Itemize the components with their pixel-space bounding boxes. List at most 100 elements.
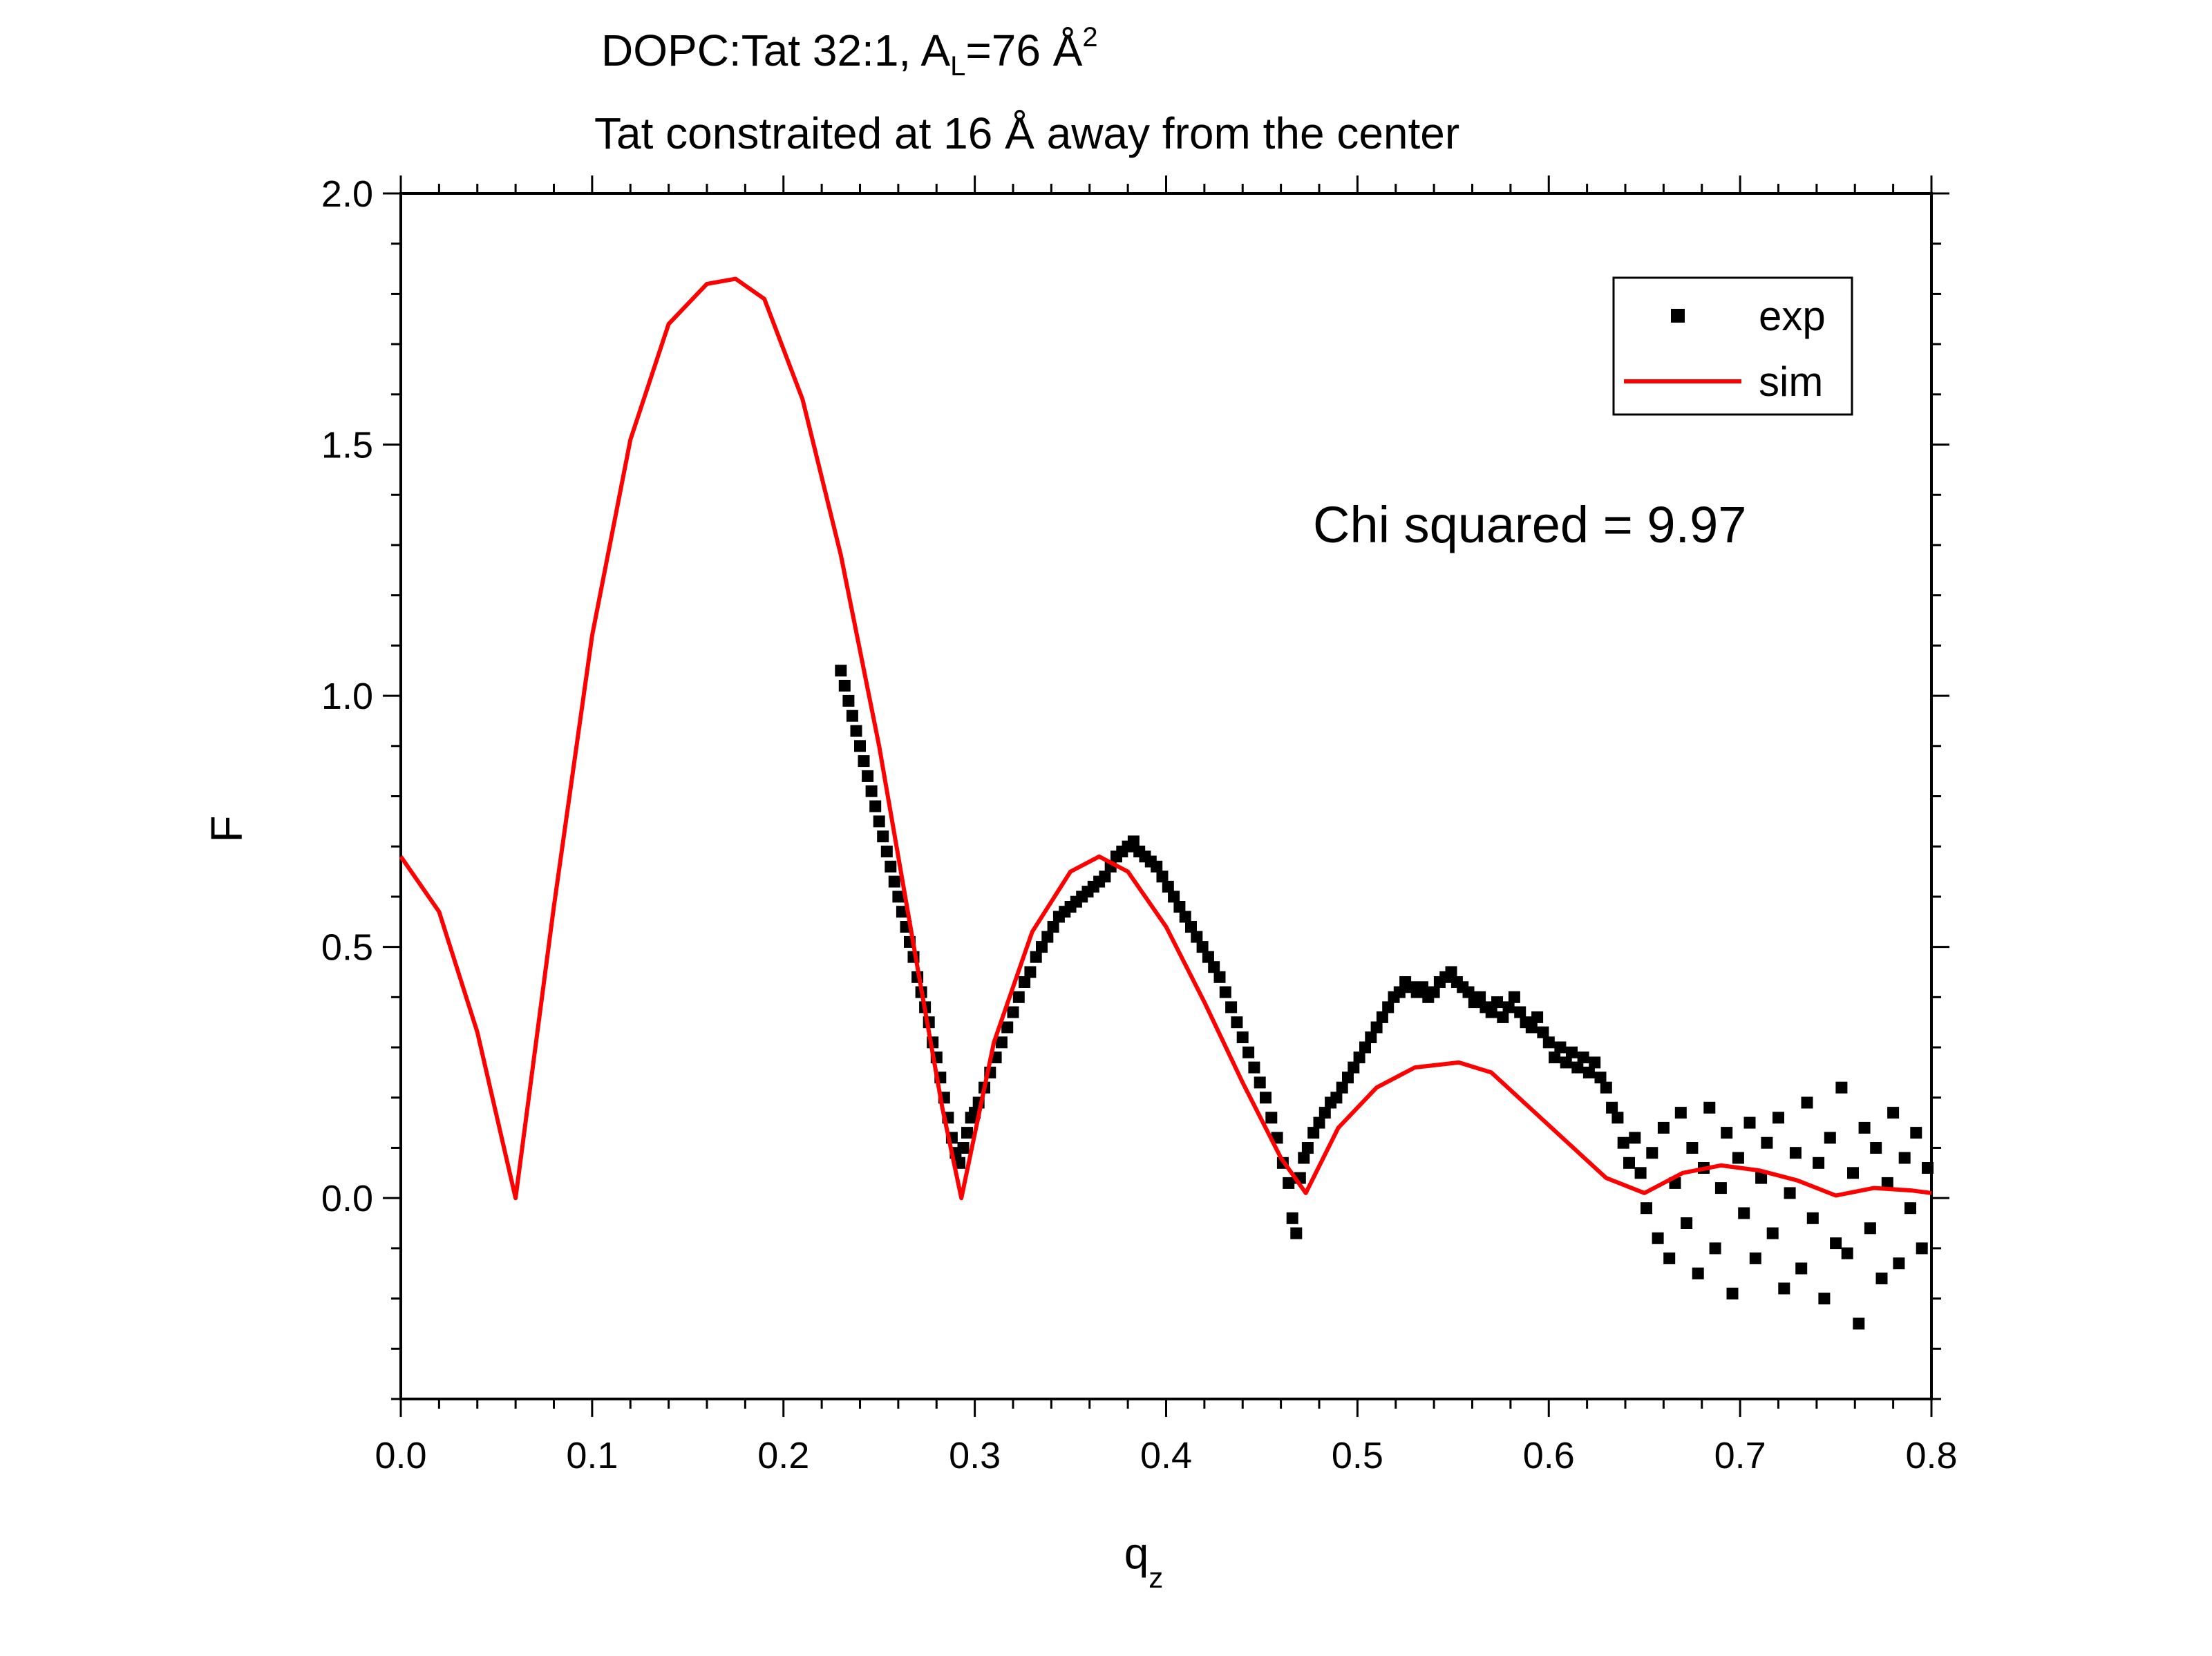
sim-series-line (399, 276, 1932, 1201)
exp-data-point (1531, 1011, 1544, 1023)
chi-squared-annotation: Chi squared = 9.97 (1313, 496, 1746, 553)
exp-data-point (1732, 1152, 1744, 1164)
x-tick-label: 0.4 (1140, 1435, 1192, 1476)
exp-data-point (1910, 1127, 1922, 1139)
x-tick-labels: 0.0 0.1 0.2 0.3 0.4 0.5 0.6 0.7 0.8 (375, 1435, 1957, 1476)
y-tick-label: 0.5 (321, 927, 373, 969)
exp-data-point (1417, 981, 1428, 993)
exp-data-point (1813, 1157, 1825, 1169)
exp-data-point (1047, 921, 1059, 933)
exp-data-point (1875, 1273, 1888, 1284)
exp-data-point (1393, 986, 1406, 998)
exp-data-point (1898, 1152, 1911, 1164)
exp-data-point (1502, 1001, 1515, 1013)
exp-data-point (1307, 1127, 1320, 1139)
exp-data-point (1743, 1116, 1756, 1129)
exp-data-point (1290, 1227, 1303, 1239)
exp-data-point (865, 785, 878, 797)
exp-data-point (995, 1036, 1008, 1049)
exp-data-point (885, 860, 897, 873)
y-tick-label: 2.0 (321, 173, 373, 215)
x-tick-label: 0.5 (1332, 1435, 1383, 1476)
exp-data-point (850, 725, 862, 737)
exp-data-point (1806, 1212, 1819, 1224)
exp-data-point (1824, 1132, 1836, 1144)
exp-data-point (1036, 941, 1048, 953)
exp-data-point (1641, 1202, 1652, 1215)
exp-data-point (1225, 1001, 1238, 1013)
exp-data-point (1830, 1237, 1842, 1250)
exp-data-point (1835, 1081, 1848, 1094)
exp-data-point (838, 680, 851, 692)
exp-data-point (862, 770, 874, 782)
exp-data-point (1881, 1177, 1893, 1189)
exp-data-point (1353, 1051, 1365, 1064)
exp-data-point (1870, 1142, 1882, 1154)
exp-data-point (1582, 1066, 1595, 1078)
exp-data-point (1219, 986, 1231, 998)
exp-data-point (1298, 1152, 1310, 1164)
exp-data-point (1841, 1247, 1853, 1259)
exp-data-point (1370, 1021, 1383, 1034)
exp-data-point (1922, 1162, 1934, 1174)
exp-data-point (1151, 860, 1163, 873)
exp-data-point (1611, 1112, 1624, 1124)
exp-data-point (1099, 870, 1111, 883)
exp-data-point (1348, 1061, 1360, 1074)
exp-data-point (1766, 1227, 1779, 1239)
exp-data-point (1127, 835, 1140, 848)
exp-data-point (888, 875, 900, 888)
exp-data-point (1714, 1182, 1727, 1195)
exp-data-point (1795, 1262, 1808, 1275)
exp-data-point (1858, 1121, 1871, 1134)
y-tick-label: 0.0 (321, 1178, 373, 1219)
exp-data-point (1887, 1107, 1900, 1119)
exp-data-point (1196, 941, 1209, 953)
exp-data-point (1342, 1072, 1354, 1084)
axis-ticks (383, 175, 1949, 1417)
exp-data-point (1566, 1046, 1578, 1058)
exp-data-point (1376, 1011, 1388, 1023)
exp-data-point (880, 846, 893, 857)
exp-data-point (1236, 1031, 1249, 1043)
y-axis-label: F (202, 815, 252, 842)
exp-data-point (1024, 966, 1037, 978)
exp-data-point (1030, 951, 1042, 963)
title-sup: 2 (1082, 22, 1097, 53)
title-sub: L (950, 51, 965, 82)
exp-data-point (1560, 1056, 1572, 1069)
exp-data-point (1818, 1293, 1831, 1305)
exp-data-point (1248, 1061, 1260, 1074)
x-tick-label: 0.2 (757, 1435, 809, 1476)
exp-data-point (1709, 1242, 1721, 1255)
exp-data-point (957, 1142, 970, 1154)
exp-data-point (1508, 991, 1520, 1003)
exp-data-point (1801, 1096, 1813, 1109)
exp-data-point (1652, 1232, 1664, 1244)
x-tick-label: 0.8 (1905, 1435, 1957, 1476)
exp-data-point (1761, 1136, 1773, 1149)
exp-data-point (1773, 1112, 1784, 1124)
exp-data-point (1721, 1127, 1733, 1139)
x-tick-label: 0.7 (1714, 1435, 1766, 1476)
exp-data-point (1755, 1172, 1768, 1184)
exp-data-point (1634, 1167, 1647, 1179)
legend-exp-label: exp (1759, 293, 1826, 339)
exp-data-point (1179, 911, 1191, 923)
exp-data-point (1313, 1116, 1325, 1129)
x-tick-label: 0.0 (375, 1435, 426, 1476)
exp-data-point (842, 694, 855, 707)
exp-data-point (1318, 1107, 1331, 1119)
legend-box (1612, 276, 1853, 416)
legend: exp sim (1612, 276, 1853, 416)
exp-data-point (1162, 880, 1174, 893)
exp-data-point (1847, 1167, 1859, 1179)
exp-data-point (1260, 1092, 1272, 1104)
exp-data-point (1514, 1006, 1526, 1018)
exp-data-point (1692, 1267, 1704, 1279)
exp-data-point (1497, 1011, 1509, 1023)
exp-data-point (1589, 1056, 1601, 1069)
y-tick-labels: 0.0 0.5 1.0 1.5 2.0 (321, 173, 373, 1219)
exp-data-point (1864, 1222, 1876, 1235)
